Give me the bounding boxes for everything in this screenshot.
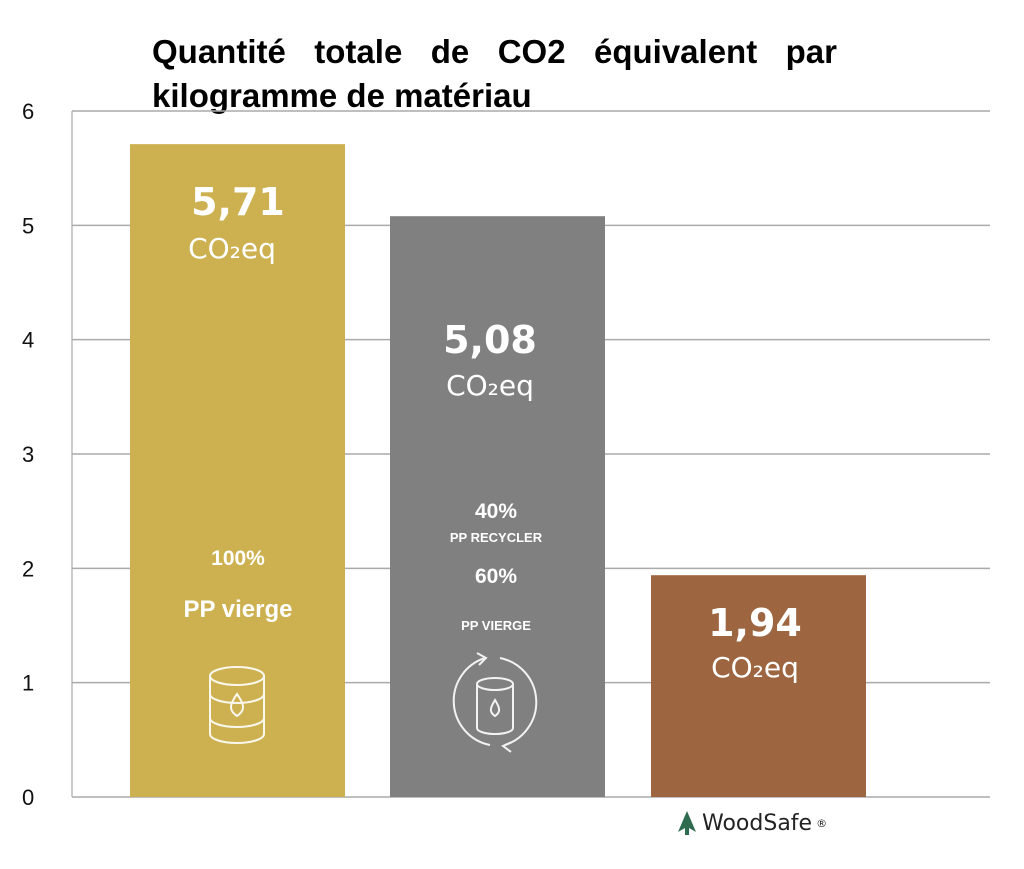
- recycle-barrel-icon: [452, 652, 538, 753]
- chart-title: Quantité totale de CO2 équivalent par ki…: [152, 33, 837, 114]
- y-tick-label: 3: [22, 442, 34, 467]
- y-tick-label: 6: [22, 99, 34, 124]
- value-label-2: 5,08: [443, 318, 537, 362]
- y-tick-label: 2: [22, 556, 34, 581]
- pct-label-2a: 40%: [475, 500, 517, 523]
- bar-3: [651, 575, 866, 797]
- pct-label-1: 100%: [211, 547, 265, 570]
- unit-label-3: CO₂eq: [711, 651, 799, 684]
- unit-label-2: CO₂eq: [446, 369, 534, 402]
- woodsafe-logo: WoodSafe ®: [676, 810, 827, 836]
- y-tick-label: 1: [22, 671, 34, 696]
- logo-registered-mark: ®: [816, 816, 828, 830]
- y-tick-label: 4: [22, 328, 34, 353]
- y-tick-label: 0: [22, 785, 34, 810]
- pct-label-2b: 60%: [475, 565, 517, 588]
- y-tick-label: 5: [22, 213, 34, 238]
- material-label-2a: PP RECYCLER: [450, 530, 543, 545]
- oil-barrel-icon: [209, 666, 265, 744]
- material-label-1: PP vierge: [184, 596, 293, 623]
- logo-text: WoodSafe: [702, 810, 813, 836]
- bar-1: [130, 144, 345, 797]
- value-label-1: 5,71: [191, 180, 285, 224]
- bar-2: [390, 216, 605, 798]
- value-label-3: 1,94: [708, 601, 802, 645]
- unit-label-1: CO₂eq: [188, 232, 276, 265]
- tree-icon: [678, 811, 696, 835]
- material-label-2b: PP VIERGE: [461, 618, 531, 633]
